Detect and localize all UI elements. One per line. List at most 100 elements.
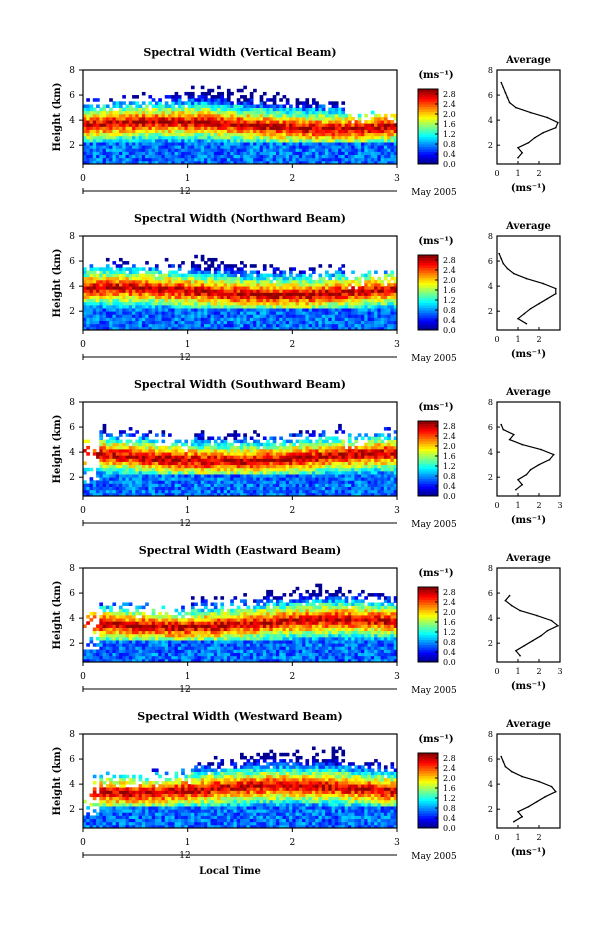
heatmap-cell [148, 142, 153, 146]
heatmap-cell [275, 295, 280, 300]
heatmap-cell [253, 107, 257, 112]
heatmap-cell [109, 320, 113, 325]
heatmap-cell [230, 467, 234, 472]
heatmap-cell [321, 117, 326, 121]
heatmap-cell [151, 132, 156, 137]
heatmap-cell [204, 461, 208, 466]
heatmap-cell [328, 461, 332, 466]
heatmap-cell [109, 477, 113, 481]
heatmap-cell [344, 317, 349, 321]
heatmap-cell [292, 295, 296, 300]
heatmap-cell [83, 304, 87, 309]
heatmap-cell [302, 467, 306, 472]
heatmap-cell [282, 301, 287, 306]
heatmap-cell [370, 480, 375, 484]
heatmap-cell [318, 120, 323, 124]
heatmap-cell [204, 314, 208, 318]
heatmap-cell [128, 289, 133, 293]
heatmap-cell [161, 107, 166, 112]
heatmap-cell [240, 95, 244, 99]
heatmap-cell [240, 145, 244, 149]
heatmap-cell [213, 273, 218, 278]
heatmap-cell [161, 298, 166, 303]
heatmap-cell [210, 489, 215, 494]
heatmap-cell [184, 286, 189, 290]
heatmap-cell [226, 474, 231, 478]
heatmap-cell [207, 483, 211, 487]
heatmap-cell [292, 298, 296, 303]
heatmap-cell [213, 489, 218, 494]
heatmap-cell [161, 123, 166, 127]
heatmap-cell [311, 138, 316, 143]
heatmap-cell [161, 301, 166, 306]
heatmap-cell [83, 467, 87, 472]
heatmap-cell [135, 145, 139, 149]
heatmap-cell [302, 464, 306, 469]
heatmap-cell [370, 474, 375, 478]
heatmap-cell [226, 283, 231, 287]
heatmap-cell [266, 145, 270, 149]
heatmap-cell [390, 314, 395, 318]
heatmap-cell [331, 123, 336, 127]
heatmap-cell [233, 142, 238, 146]
heatmap-cell [86, 283, 90, 287]
heatmap-cell [122, 276, 126, 281]
heatmap-cell [132, 126, 136, 130]
heatmap-cell [305, 304, 310, 309]
heatmap-cell [135, 492, 139, 497]
heatmap-cell [240, 148, 244, 152]
heatmap-cell [370, 314, 375, 318]
heatmap-cell [161, 138, 166, 143]
heatmap-cell [374, 148, 378, 152]
heatmap-cell [361, 464, 365, 469]
heatmap-cell [174, 320, 179, 325]
heatmap-cell [302, 311, 306, 315]
heatmap-cell [308, 295, 313, 300]
heatmap-cell [357, 129, 362, 134]
heatmap-cell [200, 317, 205, 321]
heatmap-cell [105, 120, 110, 124]
heatmap-cell [197, 461, 202, 466]
heatmap-cell [246, 138, 251, 143]
heatmap-cell [125, 295, 130, 300]
heatmap-cell [308, 160, 313, 165]
heatmap-cell [138, 126, 143, 130]
heatmap-cell [105, 132, 110, 137]
heatmap-cell [86, 117, 90, 121]
heatmap-cell [341, 279, 346, 284]
heatmap-cell [105, 477, 110, 481]
heatmap-cell [387, 492, 391, 497]
heatmap-cell [86, 304, 90, 309]
heatmap-cell [138, 486, 143, 491]
heatmap-cell [302, 483, 306, 487]
heatmap-cell [217, 489, 221, 494]
heatmap-cell [298, 126, 303, 130]
heatmap-cell [168, 279, 172, 284]
heatmap-cell [279, 104, 283, 108]
heatmap-cell [128, 160, 133, 165]
heatmap-cell [210, 261, 215, 265]
heatmap-cell [220, 474, 225, 478]
heatmap-cell [109, 113, 113, 118]
heatmap-cell [122, 117, 126, 121]
heatmap-cell [387, 123, 391, 127]
heatmap-cell [164, 474, 169, 478]
heatmap-cell [289, 470, 293, 475]
heatmap-cell [154, 317, 159, 321]
heatmap-cell [292, 317, 296, 321]
heatmap-cell [109, 326, 113, 331]
heatmap-cell [145, 123, 149, 127]
heatmap-cell [181, 151, 185, 155]
heatmap-cell [230, 123, 234, 127]
heatmap-cell [118, 304, 123, 309]
heatmap-cell [262, 489, 267, 494]
heatmap-cell [190, 486, 195, 491]
heatmap-cell [220, 283, 225, 287]
heatmap-cell [207, 107, 211, 112]
heatmap-cell [99, 483, 104, 487]
heatmap-cell [393, 298, 398, 303]
colorbar-swatch [418, 139, 438, 142]
heatmap-cell [151, 467, 156, 472]
heatmap-cell [269, 123, 274, 127]
colorbar-tick-label: 1.6 [443, 120, 456, 129]
